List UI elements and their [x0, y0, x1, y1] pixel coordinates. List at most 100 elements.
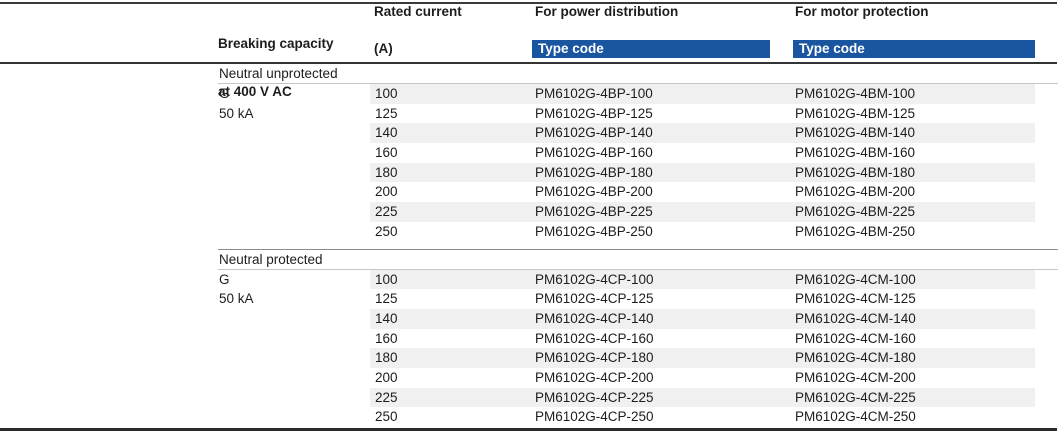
cell-breaking-capacity — [218, 348, 370, 368]
cell-power-distribution-code: PM6102G-4CP-200 — [535, 369, 654, 385]
cell-rated-current: 160 — [375, 145, 398, 161]
striped-cell-zone: 225 PM6102G-4BP-225 PM6102G-4BM-225 — [370, 202, 1035, 222]
cell-power-distribution-code: PM6102G-4BP-160 — [535, 145, 653, 161]
table-row: 160 PM6102G-4CP-160 PM6102G-4CM-160 — [0, 329, 1060, 349]
cell-power-distribution-code: PM6102G-4CP-140 — [535, 310, 654, 326]
cell-motor-protection-code: PM6102G-4BM-140 — [795, 125, 916, 141]
table-row: 50 kA 125 PM6102G-4BP-125 PM6102G-4BM-125 — [0, 104, 1060, 124]
striped-cell-zone: 160 PM6102G-4BP-160 PM6102G-4BM-160 — [370, 143, 1035, 163]
cell-breaking-capacity — [218, 388, 370, 408]
cell-power-distribution-code: PM6102G-4BP-140 — [535, 125, 653, 141]
column-header-breaking-capacity: Breaking capacity at 400 V AC — [218, 4, 334, 132]
cell-rated-current: 200 — [375, 369, 398, 385]
table-row: 140 PM6102G-4BP-140 PM6102G-4BM-140 — [0, 123, 1060, 144]
cell-rated-current: 100 — [375, 271, 398, 287]
striped-cell-zone: 100 PM6102G-4CP-100 PM6102G-4CM-100 — [370, 269, 1035, 290]
table-row: 250 PM6102G-4CP-250 PM6102G-4CM-250 — [0, 407, 1060, 427]
cell-power-distribution-code: PM6102G-4BP-180 — [535, 164, 653, 180]
cell-breaking-capacity — [218, 407, 370, 427]
cell-breaking-capacity: 50 kA — [219, 105, 254, 121]
cell-breaking-capacity — [218, 202, 370, 222]
cell-power-distribution-code: PM6102G-4CP-250 — [535, 409, 654, 425]
striped-cell-zone: 140 PM6102G-4CP-140 PM6102G-4CM-140 — [370, 308, 1035, 329]
cell-breaking-capacity — [218, 182, 370, 202]
cell-motor-protection-code: PM6102G-4BM-200 — [795, 184, 916, 200]
table-row: 160 PM6102G-4BP-160 PM6102G-4BM-160 — [0, 143, 1060, 163]
cell-breaking-capacity — [218, 143, 370, 163]
cell-breaking-capacity: G — [219, 86, 230, 101]
cell-breaking-capacity — [218, 123, 370, 143]
striped-cell-zone: 225 PM6102G-4CP-225 PM6102G-4CM-225 — [370, 387, 1035, 408]
striped-cell-zone: 140 PM6102G-4BP-140 PM6102G-4BM-140 — [370, 123, 1035, 144]
cell-motor-protection-code: PM6102G-4CM-160 — [795, 330, 916, 346]
column-header-rated-current-unit: (A) — [374, 41, 393, 56]
cell-breaking-capacity: G — [219, 271, 230, 287]
cell-power-distribution-code: PM6102G-4BP-250 — [535, 223, 653, 239]
cell-motor-protection-code: PM6102G-4CM-180 — [795, 350, 916, 366]
cell-rated-current: 160 — [375, 330, 398, 346]
cell-motor-protection-code: PM6102G-4BM-100 — [795, 86, 916, 101]
cell-rated-current: 225 — [375, 389, 398, 405]
cell-motor-protection-code: PM6102G-4CM-200 — [795, 369, 916, 385]
table-row: 180 PM6102G-4BP-180 PM6102G-4BM-180 — [0, 162, 1060, 183]
cell-rated-current: 180 — [375, 350, 398, 366]
cell-power-distribution-code: PM6102G-4CP-160 — [535, 330, 654, 346]
cell-power-distribution-code: PM6102G-4CP-100 — [535, 271, 654, 287]
striped-cell-zone: 125 PM6102G-4CP-125 PM6102G-4CM-125 — [370, 289, 1035, 309]
striped-cell-zone: 250 PM6102G-4BP-250 PM6102G-4BM-250 — [370, 222, 1035, 242]
cell-motor-protection-code: PM6102G-4BM-125 — [795, 105, 916, 121]
table-row: 200 PM6102G-4CP-200 PM6102G-4CM-200 — [0, 368, 1060, 388]
striped-cell-zone: 250 PM6102G-4CP-250 PM6102G-4CM-250 — [370, 407, 1035, 427]
striped-cell-zone: 200 PM6102G-4BP-200 PM6102G-4BM-200 — [370, 182, 1035, 202]
cell-motor-protection-code: PM6102G-4BM-250 — [795, 223, 916, 239]
table-row: 180 PM6102G-4CP-180 PM6102G-4CM-180 — [0, 348, 1060, 368]
type-code-label-motor: Type code — [799, 41, 865, 56]
breaking-capacity-line2: at 400 V AC — [218, 84, 292, 99]
cell-motor-protection-code: PM6102G-4BM-225 — [795, 204, 916, 220]
table-body: Neutral unprotected G 100 PM6102G-4BP-100 PM… — [0, 64, 1060, 427]
cell-rated-current: 125 — [375, 105, 398, 121]
cell-breaking-capacity — [218, 163, 370, 183]
table-row: 225 PM6102G-4BP-225 PM6102G-4BM-225 — [0, 202, 1060, 222]
cell-rated-current: 250 — [375, 223, 398, 239]
cell-breaking-capacity — [218, 309, 370, 329]
cell-motor-protection-code: PM6102G-4CM-225 — [795, 389, 916, 405]
header-rule — [0, 62, 1057, 64]
table-row: 225 PM6102G-4CP-225 PM6102G-4CM-225 — [0, 387, 1060, 408]
table-row: 250 PM6102G-4BP-250 PM6102G-4BM-250 — [0, 222, 1060, 242]
cell-motor-protection-code: PM6102G-4CM-140 — [795, 310, 916, 326]
cell-breaking-capacity — [218, 368, 370, 388]
type-code-label-power: Type code — [538, 41, 604, 56]
table-row: G 100 PM6102G-4BP-100 PM6102G-4BM-100 — [0, 84, 1060, 104]
cell-rated-current: 225 — [375, 204, 398, 220]
cell-rated-current: 180 — [375, 164, 398, 180]
cell-breaking-capacity — [218, 222, 370, 242]
cell-rated-current: 250 — [375, 409, 398, 425]
cell-motor-protection-code: PM6102G-4CM-250 — [795, 409, 916, 425]
bottom-rule — [0, 428, 1057, 431]
breaking-capacity-line1: Breaking capacity — [218, 36, 334, 51]
column-header-motor-protection: For motor protection — [795, 4, 929, 19]
cell-power-distribution-code: PM6102G-4BP-200 — [535, 184, 653, 200]
cell-rated-current: 140 — [375, 310, 398, 326]
table-section: Neutral unprotected G 100 PM6102G-4BP-100 PM… — [0, 64, 1060, 242]
column-header-power-distribution: For power distribution — [535, 4, 679, 19]
cell-power-distribution-code: PM6102G-4BP-100 — [535, 86, 653, 101]
striped-cell-zone: 180 PM6102G-4BP-180 PM6102G-4BM-180 — [370, 162, 1035, 183]
striped-cell-zone: 180 PM6102G-4CP-180 PM6102G-4CM-180 — [370, 348, 1035, 368]
cell-breaking-capacity: 50 kA — [219, 291, 254, 307]
striped-cell-zone: 125 PM6102G-4BP-125 PM6102G-4BM-125 — [370, 104, 1035, 124]
cell-rated-current: 140 — [375, 125, 398, 141]
cell-power-distribution-code: PM6102G-4CP-225 — [535, 389, 654, 405]
column-header-rated-current: Rated current — [374, 4, 462, 19]
table-row: G 100 PM6102G-4CP-100 PM6102G-4CM-100 — [0, 269, 1060, 290]
striped-cell-zone: 100 PM6102G-4BP-100 PM6102G-4BM-100 — [370, 84, 1035, 104]
cell-rated-current: 125 — [375, 291, 398, 307]
section-label: Neutral unprotected — [219, 66, 338, 81]
cell-power-distribution-code: PM6102G-4CP-125 — [535, 291, 654, 307]
table-section: Neutral protected G 100 PM6102G-4CP-100 PM61… — [0, 248, 1060, 428]
cell-motor-protection-code: PM6102G-4CM-100 — [795, 271, 916, 287]
cell-power-distribution-code: PM6102G-4BP-125 — [535, 105, 653, 121]
type-code-band-motor: Type code — [793, 40, 1035, 58]
